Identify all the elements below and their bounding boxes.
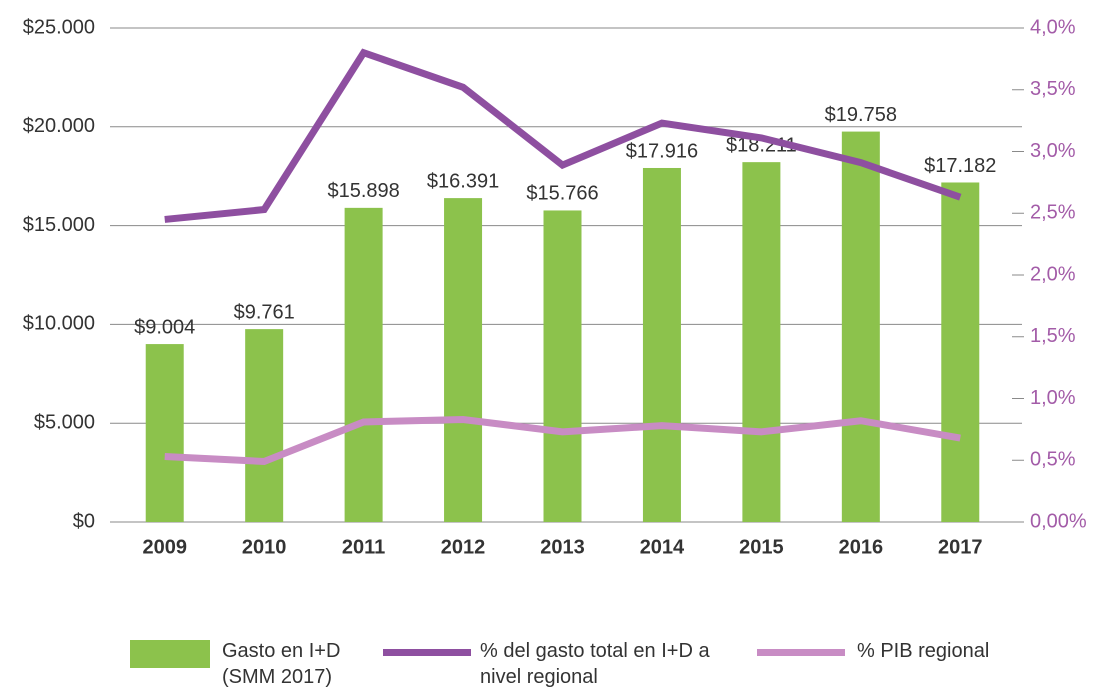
x-tick-label: 2013	[540, 536, 585, 558]
data-label: $15.898	[327, 180, 399, 202]
bar	[245, 329, 284, 522]
x-tick-label: 2015	[739, 536, 784, 558]
y2-tick-label: 1,5%	[1030, 325, 1076, 347]
data-label: $17.916	[626, 140, 698, 162]
legend-swatch	[757, 649, 845, 656]
legend-swatch	[383, 649, 471, 656]
bar	[444, 198, 483, 523]
y2-tick-label: 0,00%	[1030, 510, 1087, 532]
legend-label: Gasto en I+D (SMM 2017)	[222, 640, 341, 688]
x-tick-label: 2011	[342, 536, 385, 558]
data-label: $16.391	[427, 170, 499, 192]
y-tick-label: $15.000	[23, 214, 95, 236]
x-tick-label: 2016	[839, 536, 884, 558]
bar	[841, 131, 880, 523]
data-label: $17.182	[924, 155, 996, 177]
y2-tick-label: 0,5%	[1030, 449, 1076, 471]
chart: $0 $5.000 $10.000 $15.000 $20.000 $25.000 0,00…	[23, 16, 1087, 558]
y-tick-label: $25.000	[23, 16, 95, 38]
y-tick-label: $5.000	[34, 411, 95, 433]
bar	[543, 210, 582, 522]
x-tick-label: 2009	[142, 536, 187, 558]
data-label: $19.758	[825, 104, 897, 126]
legend-label: % PIB regional	[857, 640, 990, 662]
y2-tick-label: 1,0%	[1030, 387, 1076, 409]
bar	[642, 167, 681, 522]
y-tick-label: $10.000	[23, 313, 95, 335]
legend-label: % del gasto total en I+D a nivel regiona…	[480, 640, 710, 688]
line	[164, 415, 961, 466]
data-label: $9.004	[134, 316, 195, 338]
data-label: $9.761	[234, 301, 295, 323]
x-tick-label: 2017	[938, 536, 983, 558]
x-tick-label: 2014	[640, 536, 685, 558]
x-tick-label: 2012	[441, 536, 486, 558]
y2-tick-label: 4,0%	[1030, 16, 1076, 38]
bar	[344, 207, 383, 522]
legend-swatch	[130, 640, 210, 668]
x-tick-label: 2010	[242, 536, 287, 558]
y2-tick-label: 3,0%	[1030, 140, 1076, 162]
line	[164, 48, 962, 223]
bar	[742, 162, 781, 522]
y2-tick-label: 2,5%	[1030, 202, 1076, 224]
bar	[145, 344, 184, 522]
bar	[941, 182, 980, 522]
y2-tick-label: 2,0%	[1030, 263, 1076, 285]
y-tick-label: $0	[73, 510, 95, 532]
y2-tick-label: 3,5%	[1030, 78, 1076, 100]
data-label: $15.766	[526, 183, 598, 205]
y-tick-label: $20.000	[23, 115, 95, 137]
